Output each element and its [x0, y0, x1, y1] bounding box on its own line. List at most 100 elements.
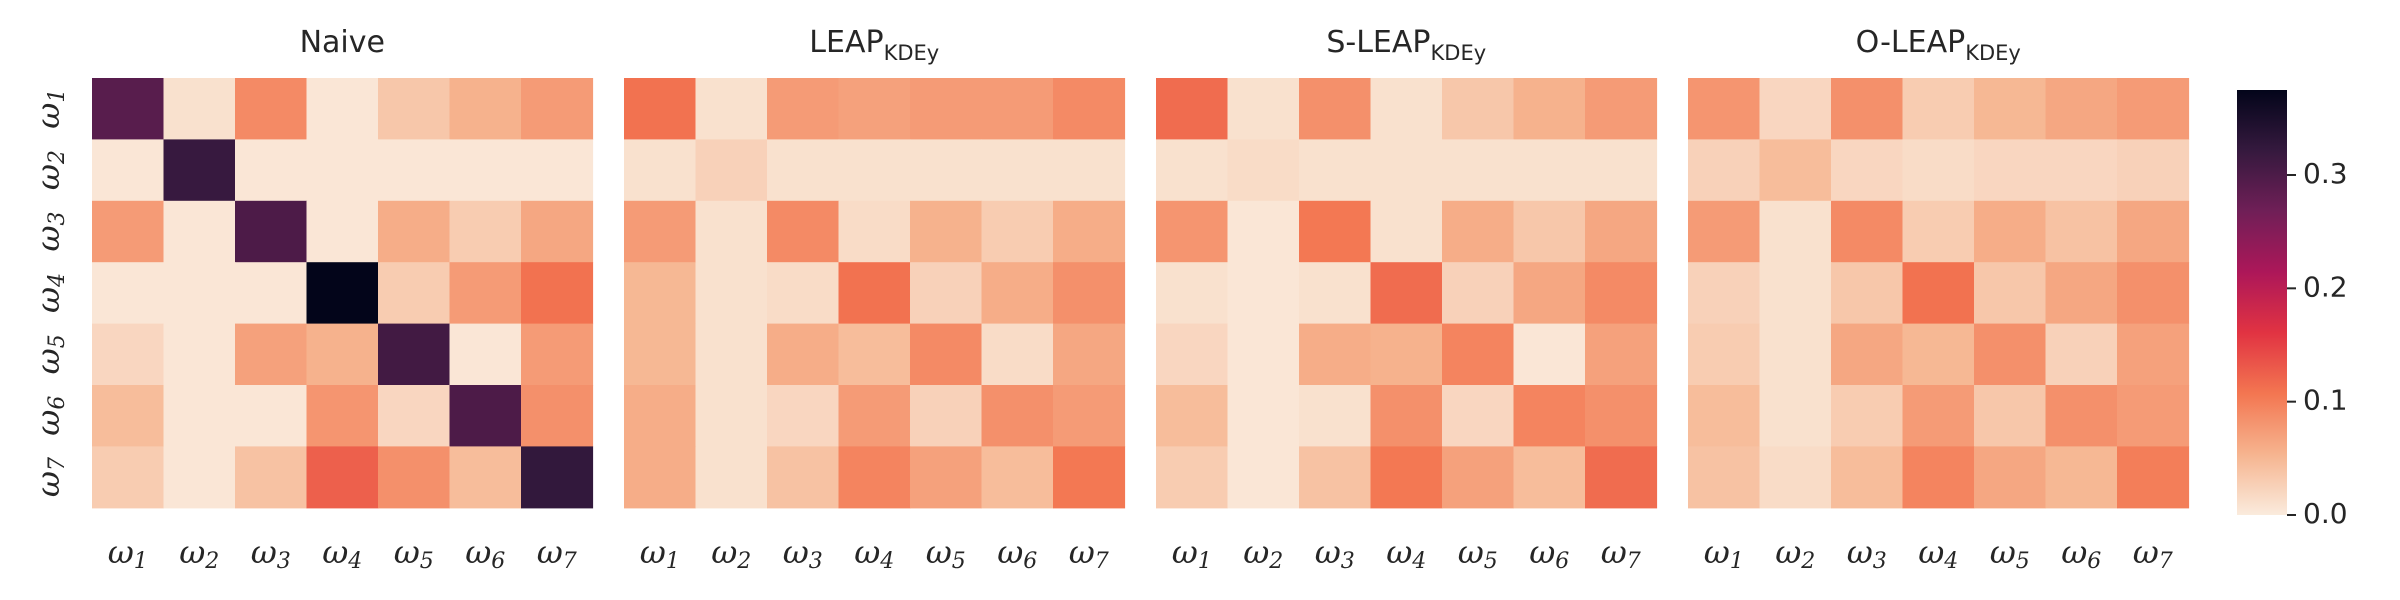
heatmap-cell	[1513, 385, 1586, 447]
x-tick-label: ω2	[1775, 533, 1815, 575]
heatmap-cell	[1370, 385, 1443, 447]
panel-title: LEAPKDEy	[809, 25, 939, 65]
heatmap-cell	[2045, 200, 2118, 263]
heatmap-cell	[2117, 385, 2190, 447]
heatmap-cell	[1227, 200, 1300, 263]
x-tick-label: ω4	[322, 533, 362, 575]
heatmap-cell	[1442, 385, 1515, 447]
heatmap-cell	[2045, 139, 2118, 202]
heatmap-cell	[767, 139, 840, 202]
heatmap-cell	[695, 446, 768, 509]
x-tick-label: ω3	[1847, 533, 1887, 575]
heatmap-cell	[1585, 200, 1658, 263]
heatmap-cell	[1156, 139, 1229, 202]
x-tick-label: ω6	[997, 533, 1037, 575]
heatmap-cell	[92, 78, 165, 140]
heatmap-cell	[1299, 446, 1372, 509]
heatmap-cell	[1974, 139, 2047, 202]
heatmap-cell	[1902, 139, 1975, 202]
heatmap-cell	[1299, 323, 1372, 386]
heatmap-cell	[1902, 78, 1975, 140]
heatmap-cell	[1759, 323, 1832, 386]
heatmap-cell	[1585, 385, 1658, 447]
heatmap-cell	[1831, 200, 1904, 263]
heatmap-cell	[235, 262, 308, 325]
heatmap-cell	[92, 200, 165, 263]
heatmap-cell	[1442, 323, 1515, 386]
x-tick-label: ω6	[465, 533, 505, 575]
heatmap-cell	[1053, 139, 1126, 202]
heatmap-cell	[2045, 262, 2118, 325]
heatmap-cell	[378, 78, 451, 140]
heatmap-cell	[1688, 262, 1761, 325]
heatmap-cell	[1759, 262, 1832, 325]
heatmap-cell	[838, 323, 911, 386]
heatmap-panel-3: S-LEAPKDEy ω1 ω2 ω3 ω4 ω5 ω6 ω7	[1156, 25, 1658, 575]
heatmap-cell	[1299, 262, 1372, 325]
heatmap-cell	[910, 446, 983, 509]
heatmap-cell	[1156, 78, 1229, 140]
heatmap-cell	[521, 262, 594, 325]
heatmap-cell	[767, 78, 840, 140]
heatmap-cell	[1974, 200, 2047, 263]
x-tick-label: ω3	[783, 533, 823, 575]
heatmap-cell	[767, 385, 840, 447]
heatmap-cell	[2117, 446, 2190, 509]
heatmap-cell	[1585, 262, 1658, 325]
heatmap-panel-4: O-LEAPKDEy ω1 ω2 ω3 ω4 ω5 ω6 ω7	[1688, 25, 2190, 575]
heatmap-cell	[838, 78, 911, 140]
x-tick-label: ω1	[640, 533, 680, 575]
x-tick-label: ω7	[2133, 533, 2173, 575]
heatmap-cell	[1299, 139, 1372, 202]
heatmap-cell	[1688, 78, 1761, 140]
heatmap-panel-2: LEAPKDEy ω1 ω2 ω3 ω4 ω5 ω6 ω7	[624, 25, 1126, 575]
x-tick-label: ω7	[1069, 533, 1109, 575]
colorbar-tick-label: 0.3	[2303, 157, 2348, 190]
heatmap-cell	[1227, 323, 1300, 386]
heatmap-cell	[235, 139, 308, 202]
colorbar-gradient	[2237, 90, 2287, 515]
heatmap-cell	[695, 139, 768, 202]
heatmap-cell	[163, 385, 236, 447]
heatmap-cell	[2045, 323, 2118, 386]
y-tick-label: ω3	[29, 211, 71, 251]
x-tick-label: ω4	[1386, 533, 1426, 575]
x-tick-label: ω3	[1315, 533, 1355, 575]
heatmap-cell	[2117, 78, 2190, 140]
heatmap-cell	[1902, 262, 1975, 325]
heatmap-cell	[910, 200, 983, 263]
heatmap-cell	[910, 78, 983, 140]
x-tick-label: ω2	[179, 533, 219, 575]
x-tick-label: ω5	[394, 533, 434, 575]
heatmap-cell	[695, 323, 768, 386]
colorbar: 0.0 0.1 0.2 0.3	[2237, 90, 2348, 530]
heatmap-cell	[1902, 446, 1975, 509]
heatmap-cell	[695, 385, 768, 447]
heatmap-cell	[1370, 200, 1443, 263]
panel-title: O-LEAPKDEy	[1856, 25, 2021, 65]
heatmap-cell	[1442, 262, 1515, 325]
heatmap-cell	[92, 323, 165, 386]
heatmap-cell	[1156, 385, 1229, 447]
heatmap-cell	[163, 262, 236, 325]
heatmap-cell	[838, 385, 911, 447]
heatmap-cell	[92, 446, 165, 509]
y-tick-label: ω4	[29, 273, 71, 313]
heatmap-cell	[624, 385, 697, 447]
heatmap-cell	[624, 262, 697, 325]
heatmap-cell	[910, 262, 983, 325]
heatmap-cell	[521, 139, 594, 202]
heatmap-cell	[1513, 200, 1586, 263]
heatmap-cell	[306, 323, 379, 386]
heatmap-cell	[2045, 385, 2118, 447]
heatmap-cell	[1513, 446, 1586, 509]
heatmap-cell	[1053, 385, 1126, 447]
heatmap-cell	[910, 139, 983, 202]
heatmap-cell	[624, 200, 697, 263]
heatmap-cell	[306, 139, 379, 202]
heatmap-cell	[1227, 385, 1300, 447]
heatmap-cell	[1156, 446, 1229, 509]
colorbar-tick-label: 0.2	[2303, 270, 2348, 303]
